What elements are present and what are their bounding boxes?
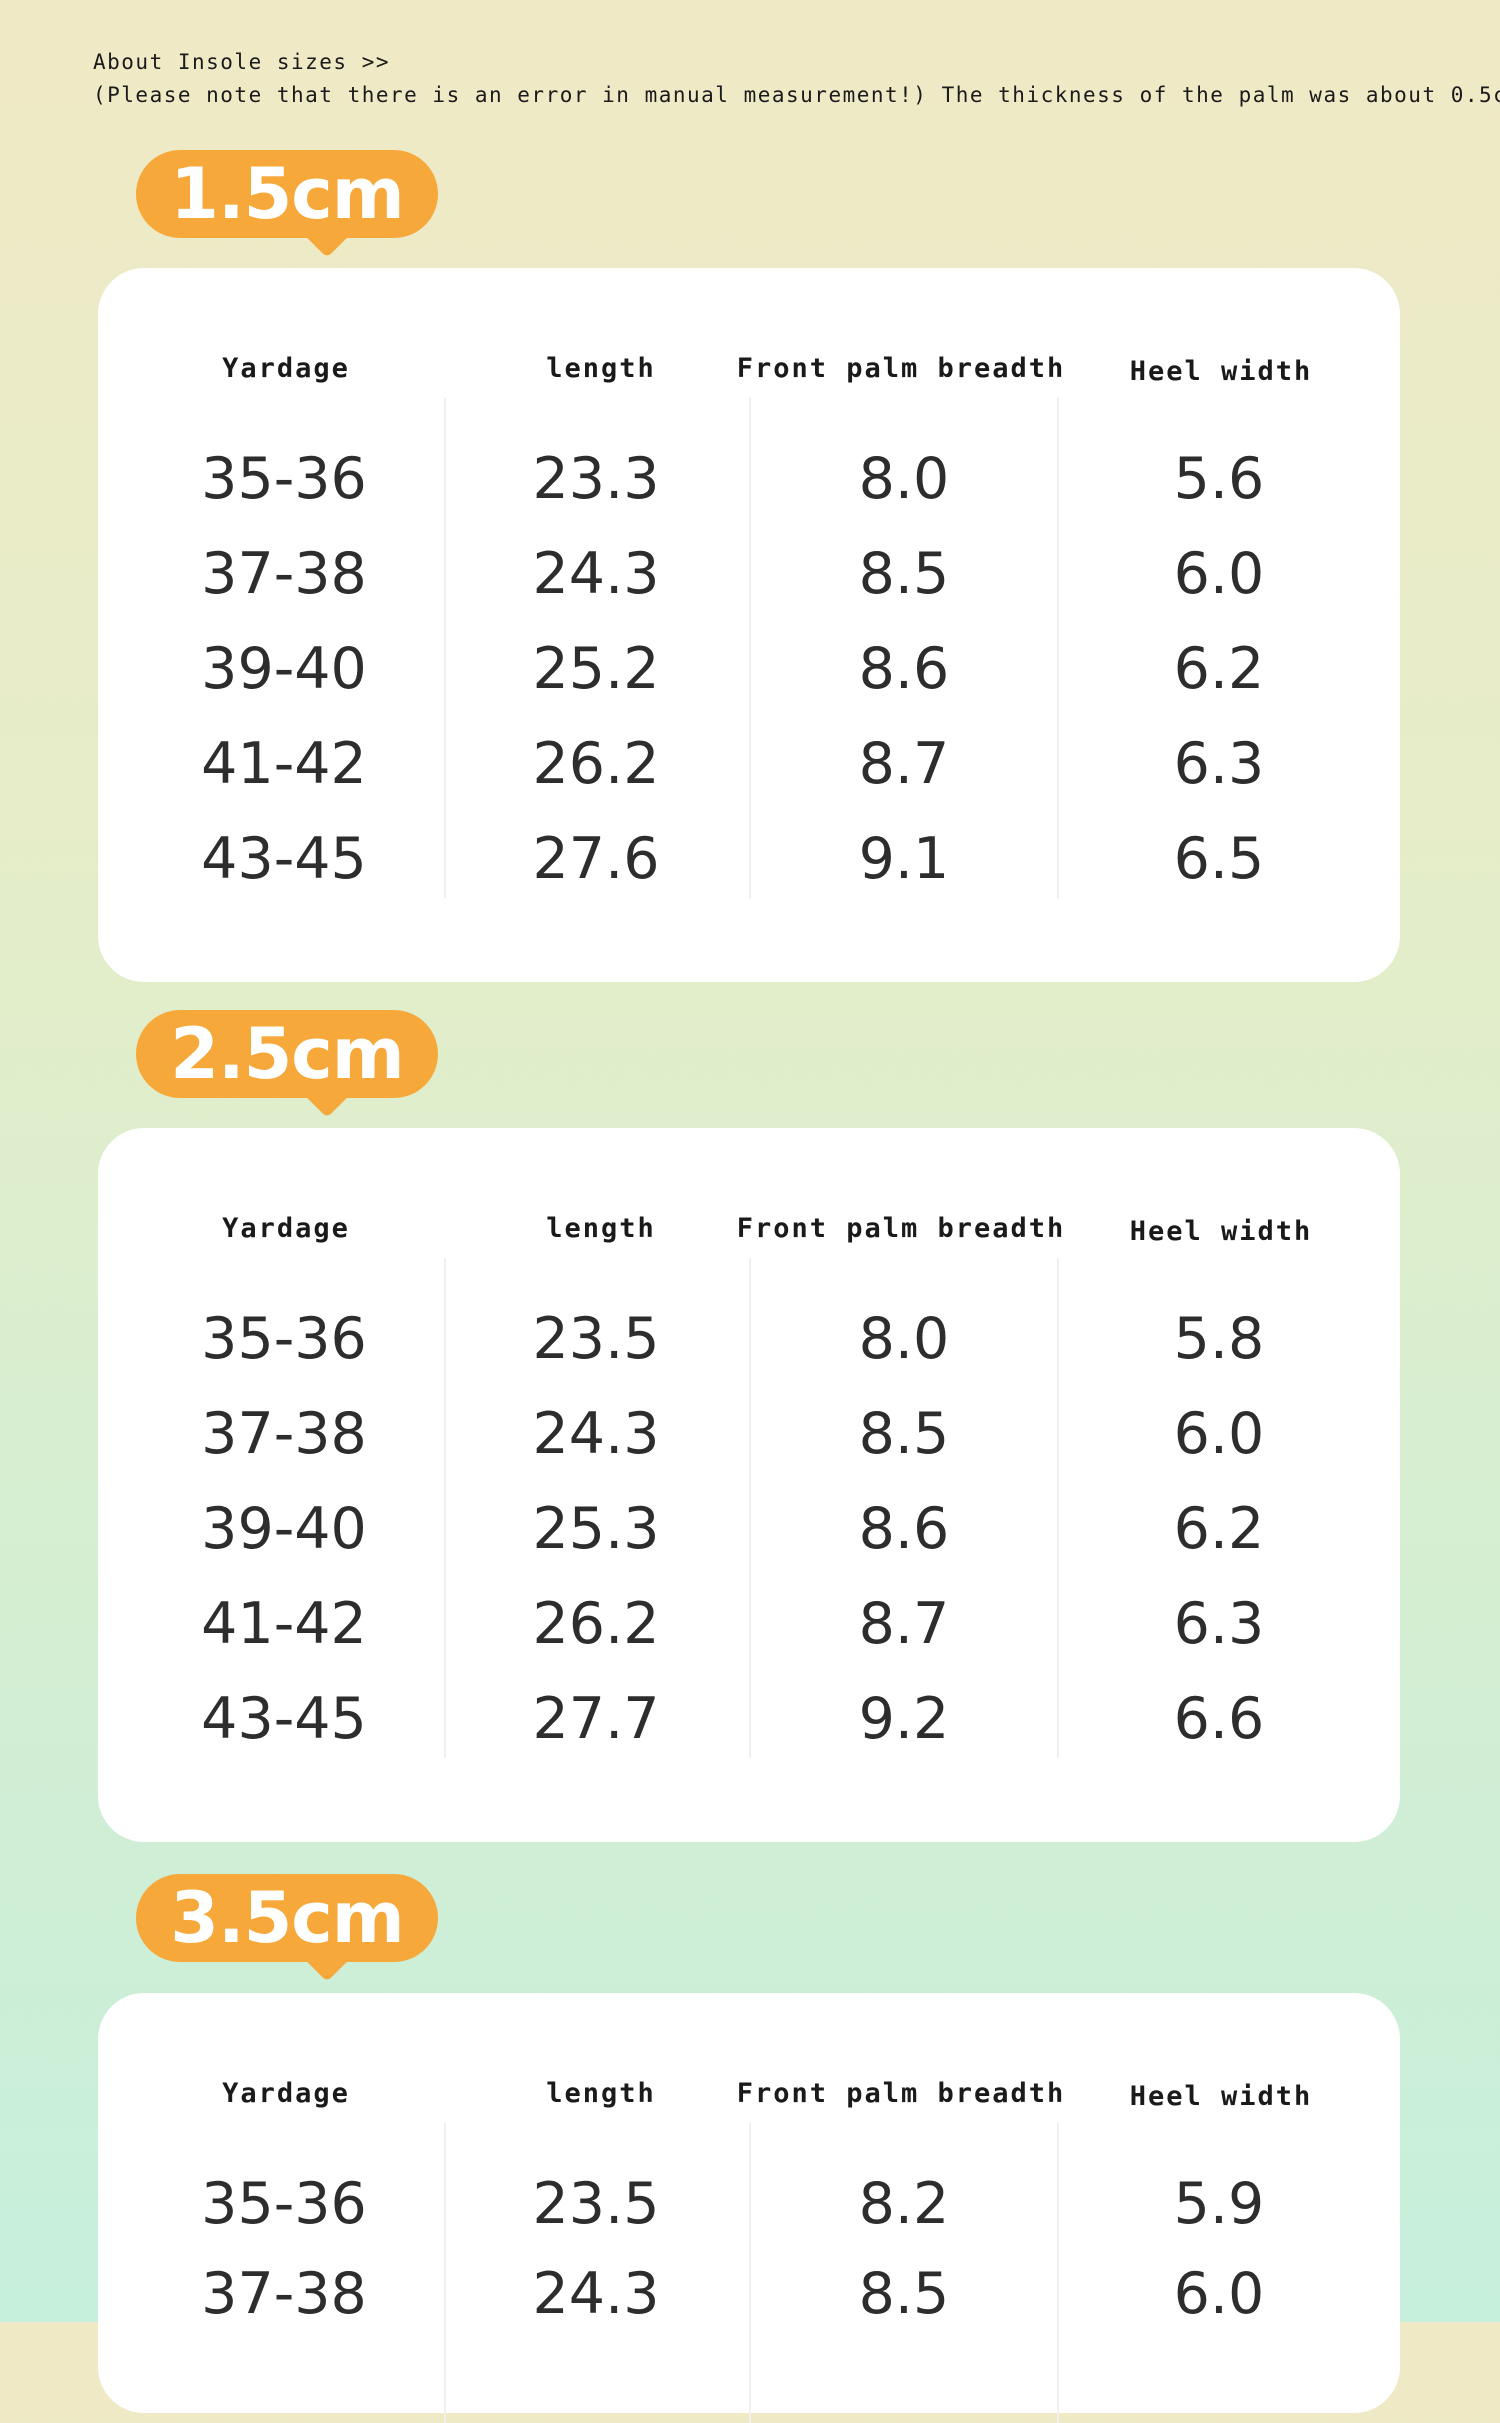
cell-heel-width: 5.9	[1173, 2171, 1265, 2237]
cell-front-palm-breadth: 9.2	[858, 1686, 950, 1752]
header-heel-width: Heel width	[1129, 1216, 1313, 1247]
cell-heel-width: 6.2	[1173, 636, 1265, 702]
column-divider	[444, 2123, 446, 2423]
cell-heel-width: 5.8	[1173, 1306, 1265, 1372]
cell-front-palm-breadth: 8.6	[858, 1496, 950, 1562]
cell-front-palm-breadth: 8.0	[858, 1306, 950, 1372]
cell-heel-width: 6.0	[1173, 2261, 1265, 2327]
cell-yardage: 35-36	[201, 1306, 367, 1372]
cell-heel-width: 6.3	[1173, 1591, 1265, 1657]
size-table-1: Yardage length Front palm breadth Heel w…	[98, 268, 1400, 982]
header-yardage: Yardage	[222, 353, 350, 384]
cell-yardage: 37-38	[201, 2261, 367, 2327]
header-length: length	[546, 1213, 656, 1244]
cell-length: 26.2	[532, 1591, 660, 1657]
cell-front-palm-breadth: 8.7	[858, 731, 950, 797]
cell-yardage: 37-38	[201, 1401, 367, 1467]
cell-length: 23.5	[532, 1306, 660, 1372]
intro-title: About Insole sizes >>	[93, 50, 391, 74]
cell-front-palm-breadth: 8.7	[858, 1591, 950, 1657]
cell-length: 27.7	[532, 1686, 660, 1752]
cell-yardage: 37-38	[201, 541, 367, 607]
size-table-2: Yardage length Front palm breadth Heel w…	[98, 1128, 1400, 1842]
cell-yardage: 43-45	[201, 1686, 367, 1752]
header-heel-width: Heel width	[1129, 2081, 1313, 2112]
badge-label: 2.5cm	[170, 1013, 404, 1095]
cell-front-palm-breadth: 8.6	[858, 636, 950, 702]
column-divider	[444, 1258, 446, 1758]
cell-front-palm-breadth: 8.5	[858, 2261, 950, 2327]
header-front-palm-breadth: Front palm breadth	[736, 2078, 1066, 2109]
cell-length: 25.3	[532, 1496, 660, 1562]
cell-length: 23.3	[532, 446, 660, 512]
header-length: length	[546, 2078, 656, 2109]
cell-length: 24.3	[532, 2261, 660, 2327]
cell-front-palm-breadth: 8.2	[858, 2171, 950, 2237]
cell-heel-width: 6.0	[1173, 541, 1265, 607]
header-heel-width: Heel width	[1129, 356, 1313, 387]
column-divider	[1057, 1258, 1059, 1758]
badge-label: 3.5cm	[170, 1877, 404, 1959]
cell-yardage: 41-42	[201, 731, 367, 797]
cell-yardage: 39-40	[201, 1496, 367, 1562]
cell-front-palm-breadth: 9.1	[858, 826, 950, 892]
badge-label: 1.5cm	[170, 153, 404, 235]
cell-length: 24.3	[532, 1401, 660, 1467]
header-yardage: Yardage	[222, 2078, 350, 2109]
cell-yardage: 35-36	[201, 446, 367, 512]
cell-heel-width: 6.3	[1173, 731, 1265, 797]
column-divider	[1057, 398, 1059, 898]
column-divider	[749, 398, 751, 898]
column-divider	[749, 2123, 751, 2423]
header-length: length	[546, 353, 656, 384]
size-chart-page: { "intro": { "line1": "About Insole size…	[0, 0, 1500, 2322]
cell-front-palm-breadth: 8.5	[858, 1401, 950, 1467]
cell-heel-width: 6.2	[1173, 1496, 1265, 1562]
cell-heel-width: 6.5	[1173, 826, 1265, 892]
cell-yardage: 39-40	[201, 636, 367, 702]
cell-heel-width: 5.6	[1173, 446, 1265, 512]
thickness-badge-2: 2.5cm	[136, 1010, 438, 1098]
thickness-badge-1: 1.5cm	[136, 150, 438, 238]
header-yardage: Yardage	[222, 1213, 350, 1244]
cell-length: 24.3	[532, 541, 660, 607]
cell-yardage: 35-36	[201, 2171, 367, 2237]
intro-note: (Please note that there is an error in m…	[93, 83, 1500, 107]
thickness-badge-3: 3.5cm	[136, 1874, 438, 1962]
size-table-3: Yardage length Front palm breadth Heel w…	[98, 1993, 1400, 2423]
header-front-palm-breadth: Front palm breadth	[736, 1213, 1066, 1244]
column-divider	[444, 398, 446, 898]
cell-length: 25.2	[532, 636, 660, 702]
cell-yardage: 41-42	[201, 1591, 367, 1657]
cell-length: 27.6	[532, 826, 660, 892]
cell-length: 23.5	[532, 2171, 660, 2237]
header-front-palm-breadth: Front palm breadth	[736, 353, 1066, 384]
column-divider	[1057, 2123, 1059, 2423]
cell-heel-width: 6.6	[1173, 1686, 1265, 1752]
cell-length: 26.2	[532, 731, 660, 797]
column-divider	[749, 1258, 751, 1758]
cell-heel-width: 6.0	[1173, 1401, 1265, 1467]
cell-yardage: 43-45	[201, 826, 367, 892]
cell-front-palm-breadth: 8.5	[858, 541, 950, 607]
cell-front-palm-breadth: 8.0	[858, 446, 950, 512]
